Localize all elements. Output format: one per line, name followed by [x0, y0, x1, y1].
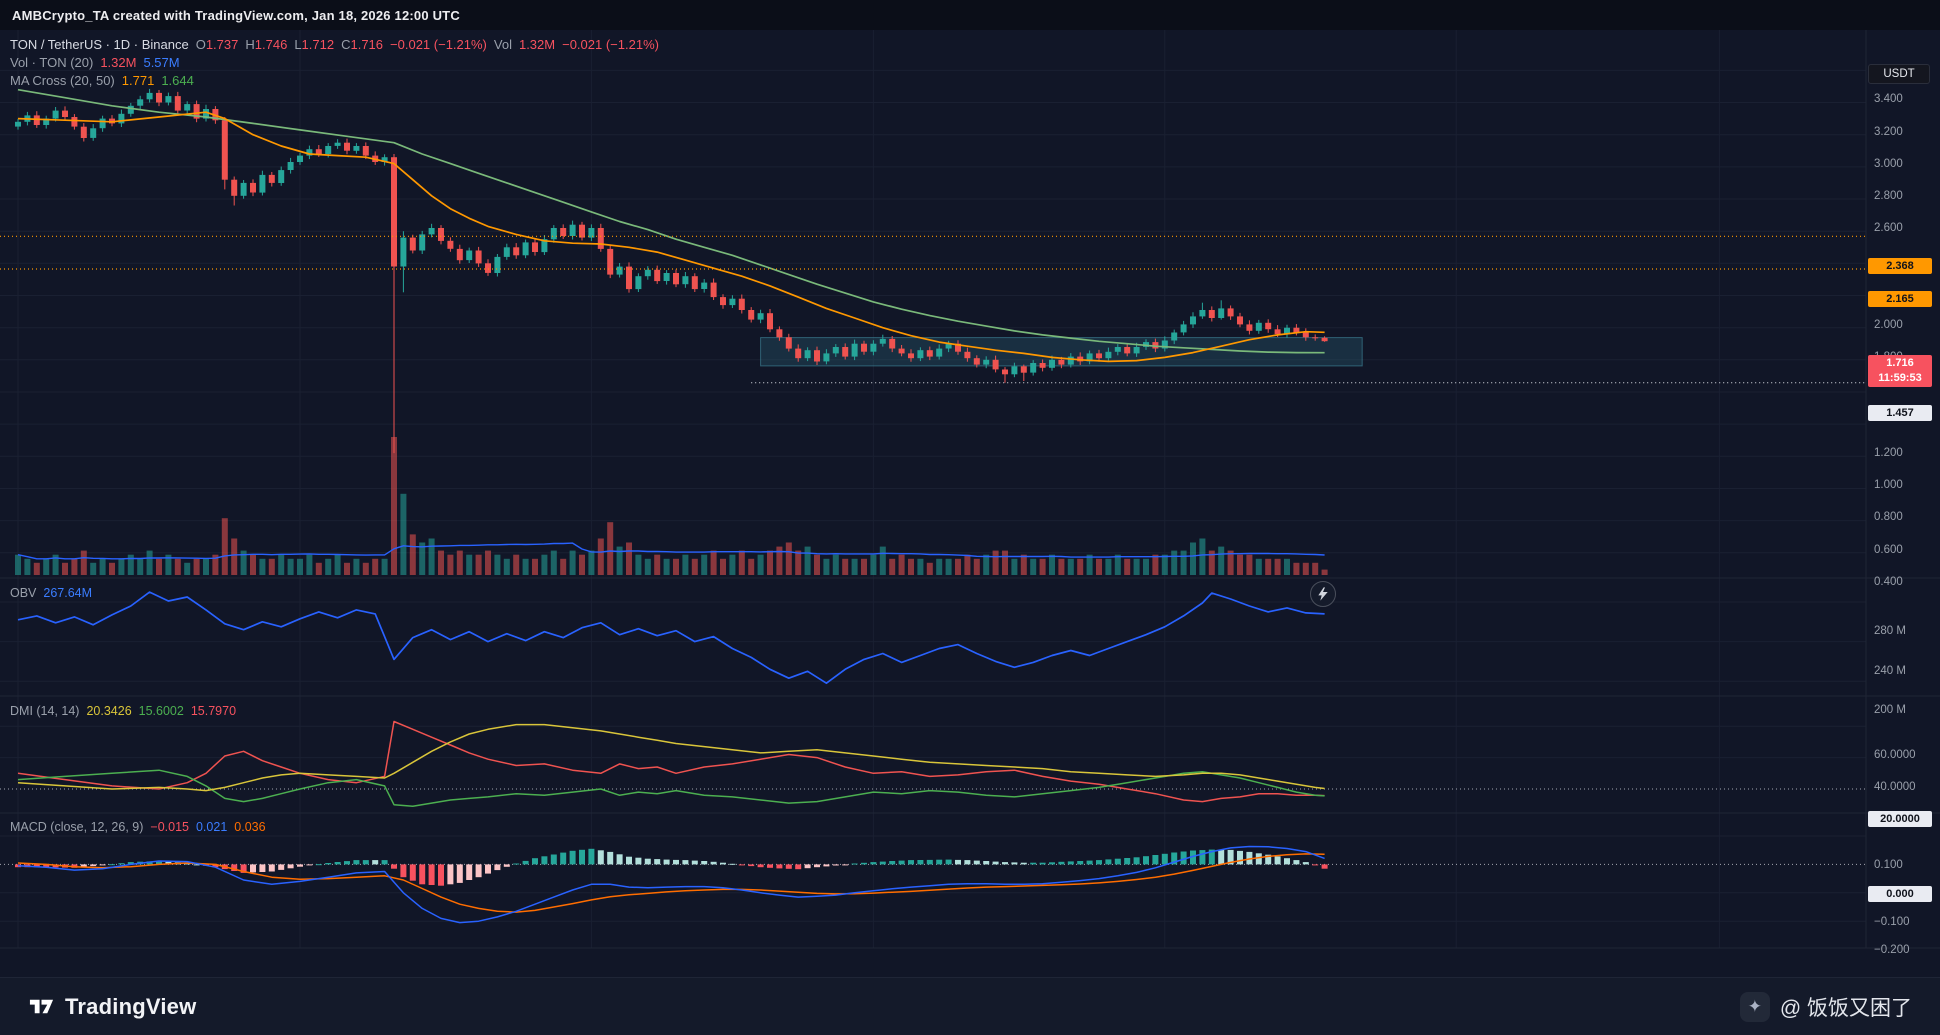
price-tick-label: 2.600 — [1874, 222, 1903, 235]
vol-value: 1.32M — [518, 37, 556, 52]
macd-zero-label: 0.000 — [1868, 886, 1932, 903]
tradingview-logo-icon — [29, 999, 54, 1014]
ma50-value: 1.644 — [161, 73, 194, 88]
macd-legend[interactable]: MACD (close, 12, 26, 9) −0.015 0.021 0.0… — [10, 820, 266, 834]
price-tick-label: 1.000 — [1874, 479, 1903, 492]
price-tick-label: 2.800 — [1874, 189, 1903, 202]
dmi-level-label: 20.0000 — [1868, 811, 1932, 827]
tradingview-brand-text: TradingView — [65, 993, 197, 1019]
lightning-button[interactable] — [1310, 581, 1336, 607]
price-tick-label: 3.200 — [1874, 125, 1903, 138]
price-tick-label: 3.400 — [1874, 93, 1903, 106]
volume-indicator-row[interactable]: Vol · TON (20) 1.32M 5.57M — [10, 54, 659, 72]
ohlc-open: O 1.737 — [195, 37, 239, 52]
bottom-toolbar: TradingView ✦ @ 饭饭又困了 — [0, 977, 1940, 1035]
symbol-legend[interactable]: TON / TetherUS · 1D · Binance O 1.737 H 1.… — [10, 36, 659, 90]
vol-label: Vol — [493, 37, 512, 52]
price-tick-label: 0.400 — [1874, 575, 1903, 588]
ma-cross-row[interactable]: MA Cross (20, 50) 1.771 1.644 — [10, 72, 659, 90]
author-watermark-text: @ 饭饭又困了 — [1779, 996, 1912, 1020]
tradingview-brand-link[interactable]: TradingView — [28, 993, 196, 1020]
dmi-plus-di-value: 15.6002 — [138, 704, 184, 718]
dmi-tick-label: 40.0000 — [1874, 780, 1916, 793]
symbol-row[interactable]: TON / TetherUS · 1D · Binance O 1.737 H 1.… — [10, 36, 659, 54]
dmi-legend[interactable]: DMI (14, 14) 20.3426 15.6002 15.7970 — [10, 704, 236, 718]
obv-tick-label: 200 M — [1874, 704, 1906, 717]
author-watermark: ✦ @ 饭饭又困了 — [1739, 991, 1912, 1022]
price-tick-label: 3.000 — [1874, 157, 1903, 170]
macd-label[interactable]: MACD (close, 12, 26, 9) — [10, 820, 144, 834]
obv-label[interactable]: OBV — [10, 586, 37, 600]
dmi-minus-di-value: 15.7970 — [190, 704, 237, 718]
vol-change: −0.021 (−1.21%) — [562, 37, 659, 52]
symbol-title[interactable]: TON / TetherUS · 1D · Binance — [10, 37, 189, 52]
price-tick-label: 2.000 — [1874, 318, 1903, 331]
attribution-bar: AMBCrypto_TA created with TradingView.co… — [0, 0, 1940, 30]
macd-tick-label: 0.100 — [1874, 859, 1903, 871]
lightning-icon — [1318, 587, 1328, 601]
obv-value: 267.64M — [43, 586, 93, 600]
dmi-tick-label: 60.0000 — [1874, 749, 1916, 762]
macd-hist-value: −0.015 — [150, 820, 189, 834]
price-tick-label: 0.600 — [1874, 543, 1903, 556]
price-change: −0.021 (−1.21%) — [390, 37, 487, 52]
ohlc-high: H 1.746 — [245, 37, 288, 52]
dmi-adx-value: 20.3426 — [86, 704, 132, 718]
price-level-label: 2.165 — [1868, 290, 1932, 307]
volume-indicator-label[interactable]: Vol · TON (20) — [10, 55, 94, 70]
volume-indicator-value: 1.32M — [100, 55, 137, 70]
last-price-label: 1.716 11:59:53 — [1868, 355, 1932, 388]
currency-toggle-button[interactable]: USDT — [1868, 64, 1930, 84]
price-tick-label: 1.200 — [1874, 447, 1903, 460]
price-tick-label: 0.800 — [1874, 511, 1903, 524]
macd-tick-label: −0.100 — [1874, 915, 1910, 928]
ohlc-close: C 1.716 — [341, 37, 384, 52]
author-watermark-icon: ✦ — [1739, 991, 1770, 1022]
macd-signal-value: 0.036 — [234, 820, 266, 834]
volume-ma-value: 5.57M — [143, 55, 180, 70]
chart-graphics — [0, 30, 1940, 949]
obv-tick-label: 240 M — [1874, 664, 1906, 677]
ma-cross-label[interactable]: MA Cross (20, 50) — [10, 73, 115, 88]
dmi-label[interactable]: DMI (14, 14) — [10, 704, 80, 718]
chart-canvas[interactable]: TON / TetherUS · 1D · Binance O 1.737 H 1.… — [0, 30, 1940, 997]
last-price-value: 1.716 — [1886, 357, 1914, 370]
ma20-value: 1.771 — [121, 73, 155, 88]
price-level-label: 2.368 — [1868, 258, 1932, 275]
obv-legend[interactable]: OBV 267.64M — [10, 586, 92, 600]
macd-line-value: 0.021 — [195, 820, 228, 834]
attribution-text: AMBCrypto_TA created with TradingView.co… — [12, 7, 460, 23]
last-price-countdown: 11:59:53 — [1878, 372, 1922, 385]
support-level-label: 1.457 — [1868, 404, 1932, 421]
macd-tick-label: −0.200 — [1874, 944, 1910, 957]
ohlc-low: L 1.712 — [294, 37, 335, 52]
obv-tick-label: 280 M — [1874, 625, 1906, 637]
